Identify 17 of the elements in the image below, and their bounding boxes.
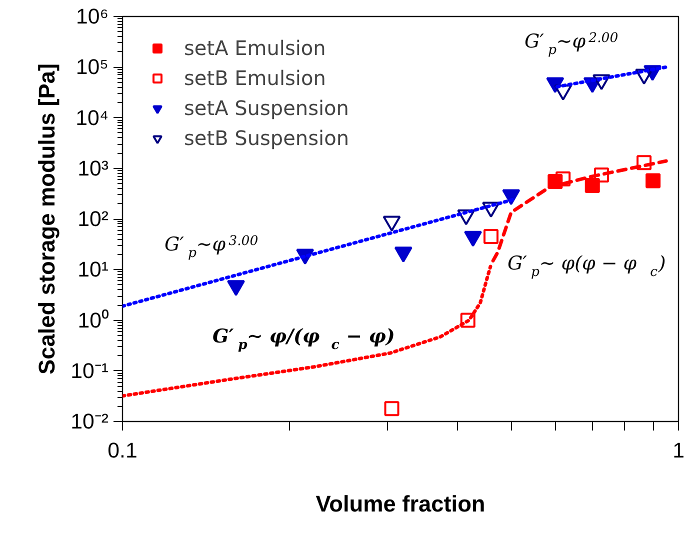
legend-label: setA Suspension — [184, 96, 349, 120]
x-tick-label: 0.1 — [108, 438, 138, 462]
y-tick-label: 10² — [78, 207, 108, 231]
y-tick-label: 10⁵ — [76, 55, 109, 80]
y-axis-title: Scaled storage modulus [Pa] — [34, 64, 60, 374]
y-tick-label: 10³ — [78, 156, 108, 180]
legend-label: setB Suspension — [184, 126, 349, 150]
x-axis-title: Volume fraction — [316, 490, 486, 516]
y-tick-label: 10⁻² — [70, 410, 108, 434]
y-tick-label: 10¹ — [78, 258, 108, 282]
legend-label: setA Emulsion — [184, 36, 326, 60]
y-tick-label: 10⁻¹ — [70, 358, 108, 383]
legend-label: setB Emulsion — [184, 66, 326, 90]
y-tick-label: 10⁴ — [76, 106, 109, 130]
y-tick-label: 10⁰ — [78, 308, 110, 332]
x-tick-label: 1 — [672, 438, 684, 462]
y-tick-label: 10⁶ — [76, 4, 109, 28]
